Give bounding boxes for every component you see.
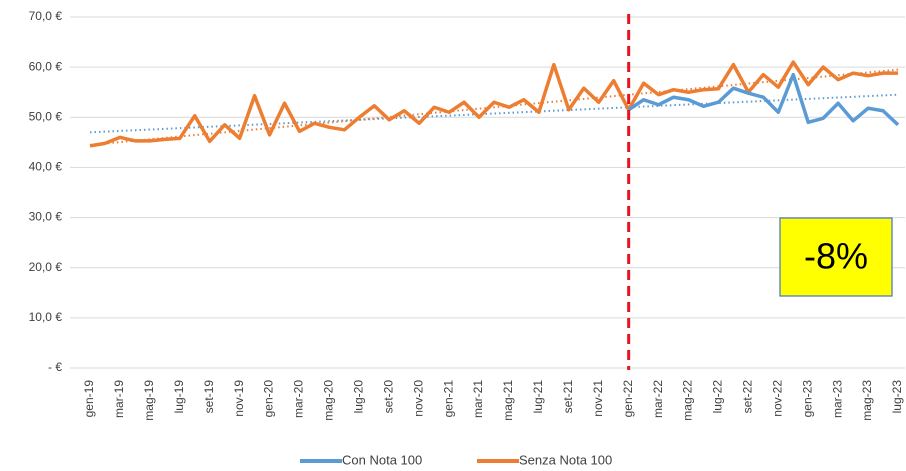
x-tick-label: mar-22 [651, 380, 665, 418]
x-tick-label: mar-21 [471, 380, 485, 418]
legend-label: Con Nota 100 [342, 452, 422, 467]
x-tick-label: gen-20 [262, 380, 276, 418]
x-tick-label: gen-23 [800, 380, 814, 418]
y-tick-label: 70,0 € [29, 9, 63, 23]
y-tick-label: 50,0 € [29, 109, 63, 123]
x-tick-label: set-20 [381, 380, 395, 414]
x-tick-label: lug-20 [352, 380, 366, 414]
x-tick-label: set-22 [741, 380, 755, 414]
x-tick-label: mar-19 [112, 380, 126, 418]
x-tick-label: set-19 [202, 380, 216, 414]
y-tick-label: 30,0 € [29, 210, 63, 224]
x-tick-label: nov-20 [411, 380, 425, 417]
x-tick-label: set-21 [561, 380, 575, 414]
x-tick-label: gen-22 [621, 380, 635, 418]
x-tick-label: gen-21 [441, 380, 455, 418]
x-tick-label: mag-23 [860, 380, 874, 421]
x-tick-label: nov-21 [591, 380, 605, 417]
y-tick-label: 40,0 € [29, 160, 63, 174]
trend-line [89, 68, 899, 146]
series-line [627, 72, 900, 127]
y-tick-label: 60,0 € [29, 59, 63, 73]
x-tick-label: lug-23 [890, 380, 904, 414]
x-tick-label: lug-21 [531, 380, 545, 414]
annotation-box [779, 217, 893, 297]
x-tick-label: nov-19 [232, 380, 246, 417]
x-tick-label: mar-23 [830, 380, 844, 418]
x-tick-label: gen-19 [82, 380, 96, 418]
trend-line [89, 93, 899, 134]
annotation: -8% [804, 236, 868, 277]
x-tick-label: lug-19 [172, 380, 186, 414]
x-tick-label: lug-22 [711, 380, 725, 414]
x-tick-label: mar-20 [292, 380, 306, 418]
series-line [89, 60, 898, 148]
plot: - € 10,0 € 20,0 € 30,0 € 40,0 € 50,0 € 60,0 € 7… [29, 9, 905, 467]
x-tick-label: mag-21 [501, 380, 515, 421]
legend-label: Senza Nota 100 [519, 452, 612, 467]
x-tick-label: mag-19 [142, 380, 156, 421]
x-tick-label: nov-22 [770, 380, 784, 417]
y-tick-label: 10,0 € [29, 310, 63, 324]
y-tick-label: - € [48, 360, 62, 374]
x-tick-label: mag-20 [322, 380, 336, 421]
y-tick-label: 20,0 € [29, 260, 63, 274]
x-tick-label: mag-22 [681, 380, 695, 421]
